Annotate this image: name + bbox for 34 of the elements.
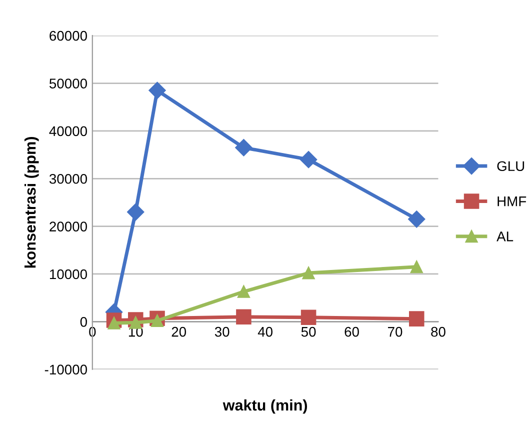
x-axis-title: waktu (min) xyxy=(222,399,307,414)
point xyxy=(127,203,144,221)
point xyxy=(300,310,316,326)
y-tick-label: 20000 xyxy=(50,222,87,232)
y-tick-label: -10000 xyxy=(44,364,87,375)
x-tick-label: 80 xyxy=(431,326,446,337)
point xyxy=(300,151,318,168)
point xyxy=(410,260,423,274)
y-tick-label: 0 xyxy=(80,317,87,327)
x-tick-label: 30 xyxy=(214,326,230,337)
legend-label: HMF xyxy=(498,196,526,206)
point xyxy=(302,266,315,280)
legend-label: GLU xyxy=(497,161,524,172)
point xyxy=(237,285,250,298)
point xyxy=(108,316,120,330)
point xyxy=(236,309,252,325)
point xyxy=(148,82,166,99)
y-tick-label: 30000 xyxy=(49,174,87,184)
legend-label: AL xyxy=(496,232,514,242)
x-tick-label: 50 xyxy=(301,326,316,337)
y-tick-label: 50000 xyxy=(49,78,87,88)
point xyxy=(150,314,164,327)
y-tick-label: 40000 xyxy=(49,126,87,136)
x-tick-label: 0 xyxy=(89,326,96,337)
point xyxy=(408,210,426,228)
x-tick-label: 70 xyxy=(388,326,402,337)
x-tick-label: 60 xyxy=(344,326,359,337)
y-tick-label: 60000 xyxy=(50,30,87,41)
x-tick-label: 20 xyxy=(172,326,186,337)
y-axis-title: konsentrasi (ppm) xyxy=(24,137,39,268)
x-tick-label: 40 xyxy=(258,326,272,337)
point xyxy=(235,139,252,156)
point xyxy=(408,311,424,326)
y-tick-label: 10000 xyxy=(50,269,87,280)
